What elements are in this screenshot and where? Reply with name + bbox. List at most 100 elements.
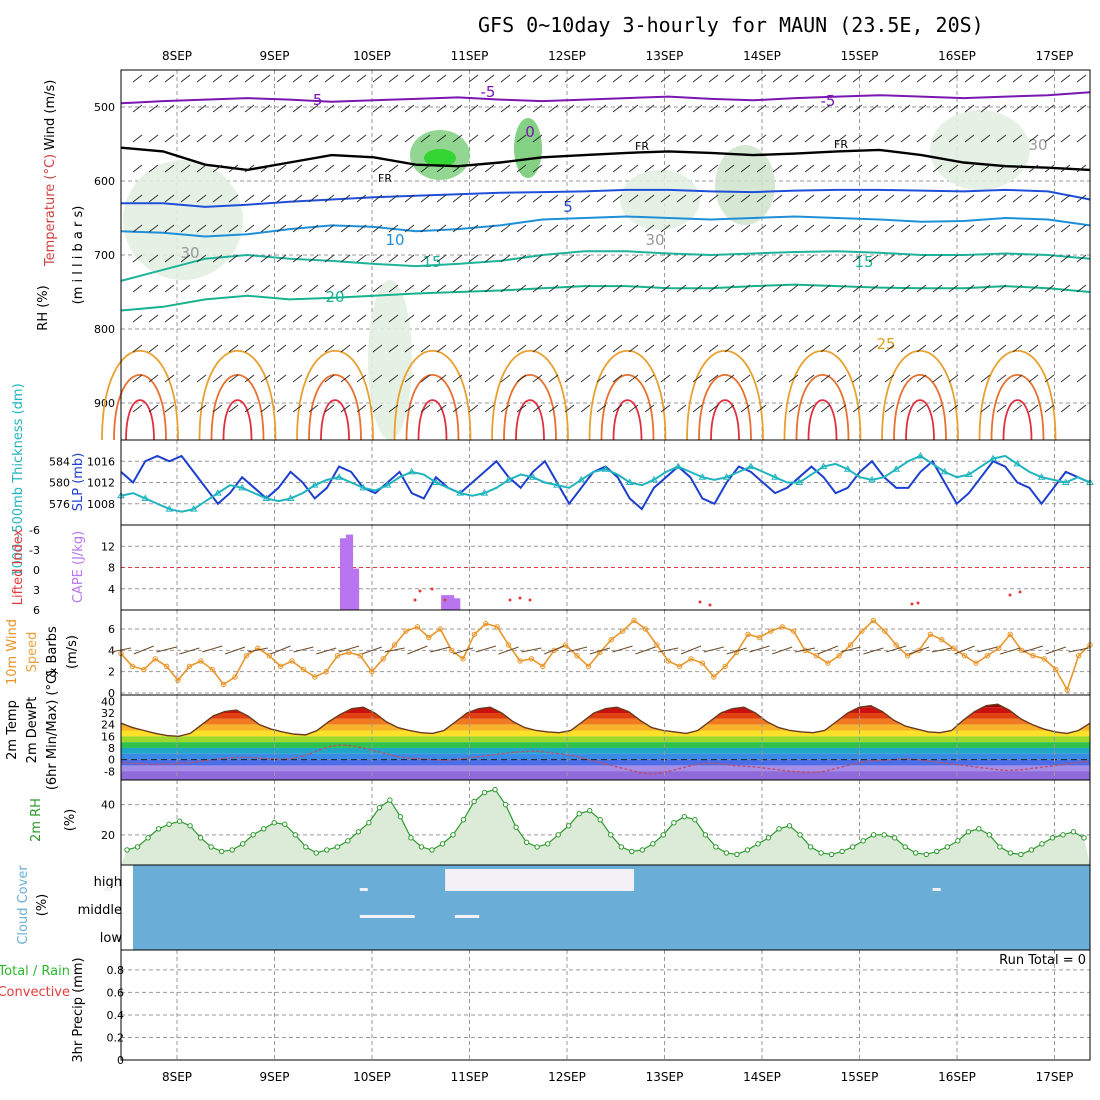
rh-point [355, 829, 362, 835]
wind-barb [916, 314, 927, 323]
contour-label: -5 [821, 92, 836, 110]
date-tick-label: 15SEP [841, 49, 879, 63]
wind-barb [788, 374, 799, 383]
wind-barb [212, 74, 223, 83]
wind-speed-point [996, 645, 1002, 651]
wind-barb [340, 134, 351, 143]
rh-point [134, 844, 141, 850]
wind-barb [708, 104, 719, 113]
wind-barb [388, 194, 399, 203]
wind-barb [420, 74, 431, 83]
rh-point [839, 848, 845, 855]
wind-barb [1044, 224, 1055, 233]
wind-barb [788, 194, 799, 203]
wind-barb [660, 164, 671, 173]
wind-barb [660, 224, 671, 233]
wind-barb [788, 164, 799, 173]
wind-barb [932, 224, 943, 233]
wind-barb [772, 284, 783, 293]
wind-barb [228, 284, 239, 293]
wind-barb [164, 164, 175, 173]
pressure-tick-label: 700 [94, 249, 115, 262]
wind-barb [1044, 254, 1055, 263]
wind-barb [228, 404, 239, 413]
wind-barb [148, 344, 159, 353]
wind-barb [500, 374, 511, 383]
wind-barb [500, 344, 511, 353]
wind-barb [164, 74, 175, 83]
wind-barb [516, 344, 527, 353]
pressure-tick-label: 600 [94, 175, 115, 188]
wind-barb [164, 134, 175, 143]
rh-point [786, 823, 793, 829]
cloud-block [445, 869, 555, 891]
wind-barb [804, 314, 815, 323]
wind-barb [196, 284, 207, 293]
wind-barb [836, 224, 847, 233]
wind-barb [164, 194, 175, 203]
wind-barb [548, 164, 559, 173]
rh-point [218, 848, 225, 855]
cape-bar [453, 598, 461, 610]
wind-speed-point [243, 652, 250, 659]
wind-speed-point [1018, 647, 1025, 654]
wind-barb [900, 164, 911, 173]
wind-speed-point [893, 642, 899, 648]
wind-barb [324, 104, 335, 113]
wind-barb [202, 645, 223, 653]
wind-barb [948, 374, 959, 383]
wind-barb [532, 224, 543, 233]
wind10-label: & Barbs [45, 626, 60, 678]
warm-contour [125, 399, 155, 441]
wind-barb [596, 224, 607, 233]
wind-barb [884, 284, 895, 293]
wind-barb [740, 164, 751, 173]
wind-barb [340, 164, 351, 173]
rh-point [1018, 851, 1024, 858]
wind-barb [916, 164, 927, 173]
wind-barb [548, 254, 559, 263]
wind-speed-point [141, 666, 147, 673]
wind-barb [980, 104, 991, 113]
wind-barb [836, 194, 847, 203]
rh-point [345, 838, 351, 844]
rh-point [334, 844, 341, 850]
wind-barb [1060, 314, 1071, 323]
wind-barb [148, 194, 159, 203]
wind-speed-point [323, 668, 329, 675]
contour-label: 30 [645, 231, 664, 249]
wind-speed-point [1030, 652, 1036, 659]
warm-contour [807, 399, 838, 441]
wind-barb [1044, 194, 1055, 203]
wind-barb [196, 164, 207, 173]
wind-barb [516, 254, 527, 263]
wind-barb [612, 254, 623, 263]
wind-barb [388, 224, 399, 233]
wind-barb [532, 164, 543, 173]
wind-barb [260, 314, 271, 323]
wind-barb [164, 104, 175, 113]
temp-band [121, 742, 1090, 748]
cape-tick-label: 8 [108, 562, 115, 575]
slp-label: SLP (mb) [71, 453, 86, 512]
wind-barb [436, 74, 447, 83]
wind-barb [1076, 104, 1087, 113]
wind-barb [521, 647, 542, 653]
wind-barb [148, 404, 159, 413]
wind-barb [180, 404, 191, 413]
wind-barb [676, 224, 687, 233]
slp-tick-label: 1012 [87, 477, 115, 490]
wind-speed-point [152, 656, 158, 662]
rh-label: RH (%) [36, 285, 51, 330]
wind-speed-point [870, 617, 877, 624]
warm-contour [698, 374, 752, 441]
wind10m-panel: 0 2 4 6 [108, 609, 1093, 700]
wind10-label: 10m Wind [5, 619, 20, 685]
wind-barb [644, 194, 655, 203]
wind-barb [356, 74, 367, 83]
wind-barb [644, 284, 655, 293]
wind-barb [1076, 194, 1087, 203]
li-point [1018, 590, 1022, 594]
wind-barb [1060, 134, 1071, 143]
wind-barb [212, 254, 223, 263]
